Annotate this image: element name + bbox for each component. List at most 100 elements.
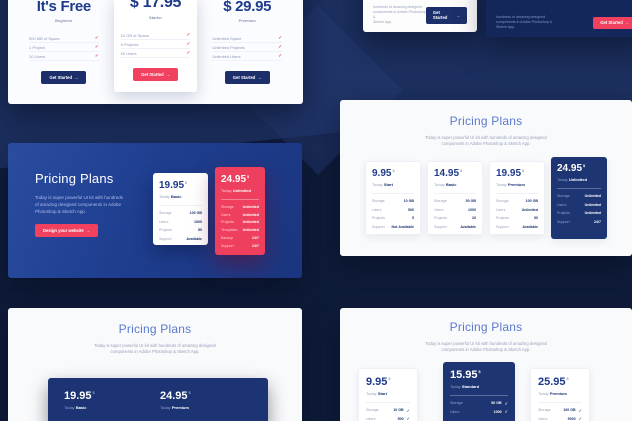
plan-price: 19.95$ [159, 180, 188, 191]
spec-row: Support Available [434, 224, 476, 229]
card-description: hundreds of amazing designed components … [496, 15, 553, 29]
check-icon: ✓ [94, 44, 99, 49]
check-icon: ✓ [278, 35, 283, 40]
spec-row: Storage Unlimited [557, 194, 601, 199]
plan-column-basic: 19.95$ Today Basic [64, 390, 95, 410]
feature-list: 10 GB of Space ✓ 5 Projects ✓ 50 Users ✓ [120, 31, 191, 58]
pricing-columns: It's Free Beginner 500 MB of Space ✓ 1 Pr… [8, 0, 303, 92]
currency-symbol: $ [566, 377, 569, 382]
spec-row: Support Available [159, 236, 202, 241]
plan-card-start: 9.95$ Today Start Storage 10 GB ✓ Users 500… [358, 368, 418, 421]
spec-list: Storage 50 GB ✓ Users 1000 ✓ [450, 395, 508, 416]
plan-card-standard: 15.95$ Today Standard Storage 50 GB ✓ User… [443, 362, 515, 421]
currency-symbol: $ [188, 391, 191, 396]
feature-row: 5 Projects ✓ [120, 40, 191, 49]
feature-row: 50 Users ✓ [120, 49, 191, 58]
panel-three-plan-pricing: Pricing Plans Today is super powerful UI… [340, 308, 632, 421]
spec-row: Storage Unlimited [221, 204, 259, 209]
currency-symbol: $ [583, 163, 586, 168]
feature-row: 500 MB of Space ✓ [29, 34, 99, 43]
design-website-button[interactable]: Design your website → [35, 224, 98, 237]
plan-card-premium: 25.95$ Today Premium Storage 100 GB ✓ User… [530, 368, 590, 421]
plan-price: $ 29.95 [223, 0, 272, 15]
feature-label: 1 Project [29, 44, 45, 50]
check-icon: ✓ [278, 44, 283, 49]
currency-symbol: $ [185, 180, 188, 185]
plan-tier: Today Basic [64, 405, 87, 410]
spec-row: Projects 20 [434, 216, 476, 221]
get-started-button[interactable]: Get Started → [41, 71, 87, 84]
panel-subtitle: Today is super powerful UI kit with hund… [94, 343, 216, 354]
feature-label: Unlimited Projects [212, 44, 245, 50]
plan-card-row: 9.95$ Today Start Storage 10 GB Users 500 … [340, 157, 632, 239]
plan-card-basic: 19.95$ Today Basic Storage 100 GB Users 10… [153, 173, 208, 245]
currency-symbol: $ [247, 174, 250, 179]
plan-price: 25.95$ [538, 376, 569, 388]
plan-tier: Today Premium [496, 182, 525, 187]
arrow-icon: → [74, 75, 79, 80]
get-started-button[interactable]: Get Started → [425, 6, 467, 24]
plan-column-premium: 24.95$ Today Premium [160, 390, 191, 410]
spec-row: Users Unlimited [221, 212, 259, 217]
spec-row: Support 24/7 [557, 219, 601, 224]
plan-tier: Today Unlimited [221, 188, 252, 193]
spec-list: Storage Unlimited Users Unlimited Projects… [557, 188, 601, 226]
panel-duo-plan-pricing: Pricing Plans Today is super powerful UI… [8, 308, 302, 421]
spec-row: Users Unlimited [557, 202, 601, 207]
panel-four-plan-pricing: Pricing Plans Today is super powerful UI… [340, 100, 632, 256]
spec-row: Support 24/7 [221, 243, 259, 248]
currency-symbol: $ [522, 168, 525, 173]
panel-heading: Pricing Plans [35, 171, 114, 186]
check-icon: ✓ [578, 416, 582, 421]
check-icon: ✓ [406, 416, 410, 421]
panel-description: Today is super powerful UI kit with hund… [35, 195, 124, 214]
feature-label: 10 GB of Space [120, 32, 149, 38]
feature-list: Unlimited Space ✓ Unlimited Projects ✓ Unl… [212, 34, 283, 61]
spec-row: Storage 10 GB [372, 199, 414, 204]
check-icon: ✓ [406, 407, 410, 413]
check-icon: ✓ [278, 53, 283, 58]
plan-column-starter: $ 17.95 Starter 10 GB of Space ✓ 5 Projec… [113, 0, 198, 92]
feature-row: 10 Users ✓ [29, 52, 99, 61]
plan-price: 24.95$ [221, 174, 250, 185]
plan-price: It's Free [36, 0, 92, 15]
get-started-button[interactable]: Get Started → [133, 68, 178, 81]
arrow-icon: → [257, 75, 262, 80]
get-started-button[interactable]: Get Started → [593, 16, 632, 29]
check-icon: ✓ [504, 409, 508, 415]
arrow-icon: → [455, 12, 460, 18]
plan-tier: Today Basic [159, 194, 182, 199]
spec-list: Storage 50 GB Users 1000 Projects 20 Suppor… [434, 193, 476, 231]
check-icon: ✓ [94, 35, 99, 40]
feature-label: 50 Users [120, 50, 137, 56]
spec-row: Users 1000 [159, 219, 202, 224]
arrow-icon: → [85, 228, 90, 233]
currency-symbol: $ [388, 377, 391, 382]
check-icon: ✓ [186, 41, 191, 46]
spec-row: Users 5000 ✓ [538, 416, 582, 421]
plan-card-unlimited: 24.95$ Today Unlimited Storage Unlimited … [551, 157, 607, 239]
spec-row: Users Unlimited [496, 207, 538, 212]
plan-tier: Starter [149, 15, 162, 20]
spec-list: Storage 100 GB ✓ Users 5000 ✓ [538, 402, 582, 421]
plan-tier: Today Standard [450, 384, 480, 389]
check-icon: ✓ [186, 50, 191, 55]
panel-partial-dark: hundreds of amazing designed components … [486, 0, 632, 37]
spec-row: Projects Unlimited [557, 211, 601, 216]
plan-tier: Beginner [55, 18, 73, 23]
spec-row: Users 500 [372, 207, 414, 212]
get-started-button[interactable]: Get Started → [224, 71, 270, 84]
plan-price: 15.95$ [450, 369, 481, 381]
plan-tier: Today Start [372, 182, 393, 187]
spec-row: Support Not Available [372, 224, 414, 229]
spec-row: Storage 50 GB [434, 199, 476, 204]
panel-heading: Pricing Plans [449, 320, 523, 334]
spec-row: Storage 50 GB ✓ [450, 400, 508, 406]
spec-list: Storage 100 GB Users 1000 Projects 50 Suppo… [159, 205, 202, 243]
currency-symbol: $ [392, 168, 395, 173]
plan-tier: Premium [238, 18, 256, 23]
spec-list: Storage 10 GB Users 500 Projects 5 Support N… [372, 193, 414, 231]
feature-row: 10 GB of Space ✓ [120, 31, 191, 40]
spec-row: Storage 100 GB ✓ [538, 407, 582, 413]
